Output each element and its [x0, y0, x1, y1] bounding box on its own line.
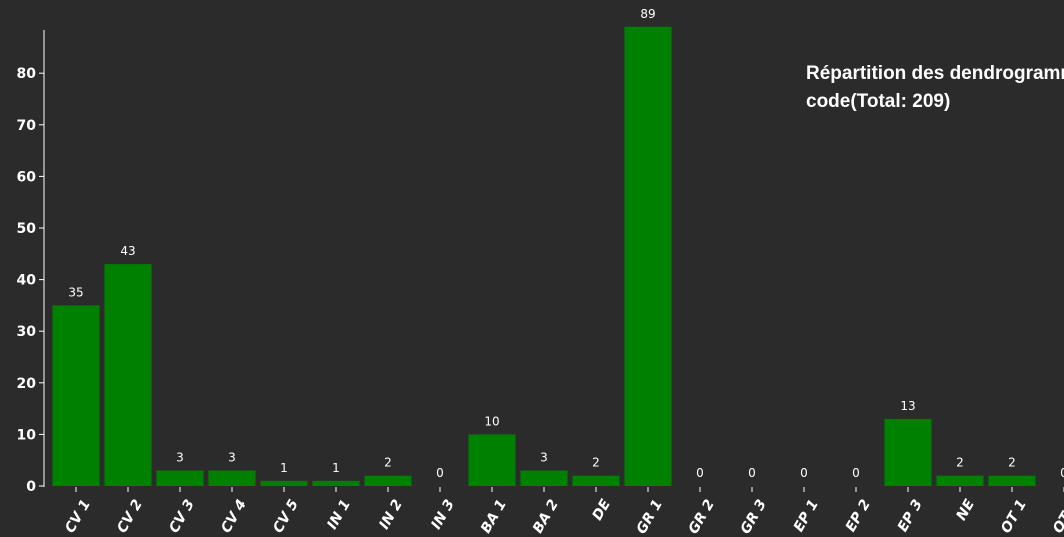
data-label: 10 [484, 414, 499, 428]
y-tick-label: 30 [17, 324, 37, 340]
data-label: 0 [1060, 466, 1064, 480]
x-tick-label: EP 2 [843, 497, 874, 535]
data-label: 0 [696, 466, 704, 480]
bar [260, 480, 308, 486]
y-tick-label: 50 [17, 221, 37, 237]
data-label: 2 [384, 456, 392, 470]
x-tick-label: OT 2 [1050, 497, 1064, 536]
bar [312, 480, 360, 486]
x-tick-label: OT 1 [998, 497, 1030, 536]
y-tick-label: 60 [17, 169, 37, 185]
data-label: 1 [280, 461, 288, 475]
bar [468, 434, 516, 486]
y-tick-label: 20 [17, 376, 37, 392]
data-label: 2 [1008, 456, 1016, 470]
data-label: 89 [640, 7, 655, 21]
x-tick-label: NE [953, 497, 978, 524]
bar [104, 264, 152, 486]
data-label: 3 [228, 451, 236, 465]
x-tick-label: CV 3 [166, 497, 198, 536]
y-tick-label: 0 [26, 479, 36, 495]
y-tick-label: 10 [17, 427, 37, 443]
data-label: 3 [540, 451, 548, 465]
chart-title-line-1: Répartition des dendrogrammes par [806, 63, 1064, 84]
data-label: 0 [748, 466, 756, 480]
x-tick-label: EP 1 [791, 497, 822, 535]
x-tick-label: GR 2 [686, 497, 718, 537]
chart-title-line-2: code(Total: 209) [806, 91, 951, 112]
bar [936, 475, 984, 486]
chart-title: Répartition des dendrogrammes par code(T… [806, 60, 1064, 116]
x-tick-label: IN 3 [428, 497, 458, 532]
x-tick-label: BA 2 [530, 497, 562, 536]
bar [988, 475, 1036, 486]
bar [364, 475, 412, 486]
data-label: 35 [68, 285, 83, 299]
data-label: 3 [176, 451, 184, 465]
x-tick-label: CV 5 [270, 497, 302, 536]
data-label: 2 [956, 456, 964, 470]
y-tick-label: 70 [17, 118, 37, 134]
bar [572, 475, 620, 486]
y-tick-label: 80 [17, 66, 37, 82]
bar [624, 26, 672, 486]
x-tick-label: IN 1 [324, 497, 354, 532]
x-tick-label: BA 1 [478, 497, 510, 536]
data-label: 1 [332, 461, 340, 475]
x-tick-label: GR 3 [738, 497, 770, 537]
data-label: 13 [900, 399, 915, 413]
y-tick-label: 40 [17, 273, 37, 289]
x-tick-label: CV 4 [218, 497, 250, 536]
data-label: 2 [592, 456, 600, 470]
data-label: 0 [800, 466, 808, 480]
x-tick-label: GR 1 [634, 497, 666, 537]
bar [884, 418, 932, 486]
bar [520, 470, 568, 486]
x-tick-label: EP 3 [895, 497, 926, 535]
data-label: 43 [120, 244, 135, 258]
x-tick-label: IN 2 [376, 497, 406, 532]
data-label: 0 [436, 466, 444, 480]
data-label: 0 [852, 466, 860, 480]
x-tick-label: CV 2 [114, 497, 146, 536]
x-tick-label: DE [590, 497, 615, 524]
bar [52, 305, 100, 486]
bar [156, 470, 204, 486]
bar [208, 470, 256, 486]
x-tick-label: CV 1 [62, 497, 94, 536]
